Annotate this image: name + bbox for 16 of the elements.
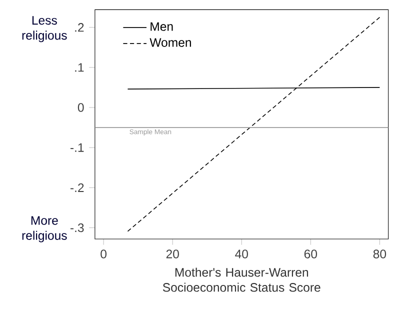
x-axis-title: Mother's Hauser-Warren Socioeconomic Status Score (162, 268, 320, 292)
y-tick-label: -.2 (70, 183, 84, 192)
x-tick-label: 60 (304, 250, 318, 258)
y-tick-label: -.1 (70, 143, 84, 152)
x-tick-label: 0 (100, 250, 107, 258)
y-tick-label: -.3 (70, 223, 84, 232)
legend-label: Men (150, 22, 173, 31)
x-tick-label: 20 (166, 250, 179, 258)
x-tick-label: 80 (373, 250, 386, 258)
y-tick-label: .1 (75, 63, 84, 72)
text: More religious (22, 216, 67, 242)
legend-label: Women (150, 38, 191, 47)
y-tick-label: 0 (78, 103, 84, 112)
y-tick-label: .2 (75, 23, 84, 32)
text: Less religious (22, 16, 67, 42)
x-tick-label: 40 (235, 250, 248, 258)
